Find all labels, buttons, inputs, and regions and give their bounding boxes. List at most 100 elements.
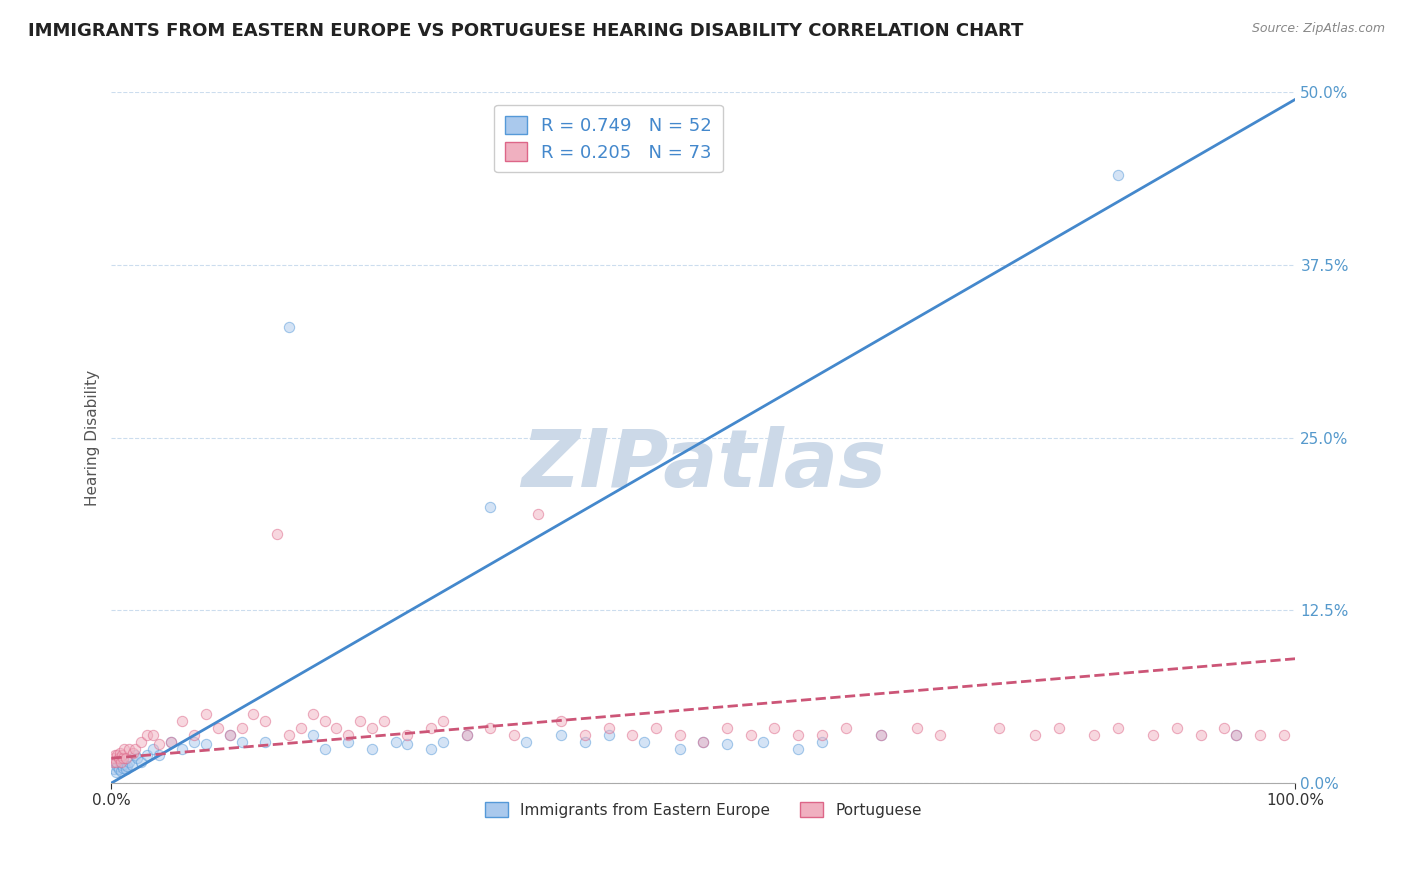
- Point: [183, 734, 205, 748]
- Point: [114, 762, 136, 776]
- Point: [101, 756, 124, 770]
- Point: [104, 756, 127, 770]
- Point: [633, 734, 655, 748]
- Point: [526, 507, 548, 521]
- Point: [118, 741, 141, 756]
- Point: [105, 748, 128, 763]
- Point: [207, 721, 229, 735]
- Text: ZIPatlas: ZIPatlas: [522, 426, 886, 504]
- Point: [988, 721, 1011, 735]
- Point: [112, 751, 135, 765]
- Point: [290, 721, 312, 735]
- Point: [929, 728, 952, 742]
- Point: [142, 741, 165, 756]
- Point: [142, 728, 165, 742]
- Point: [337, 734, 360, 748]
- Point: [349, 714, 371, 728]
- Point: [456, 728, 478, 742]
- Point: [503, 728, 526, 742]
- Point: [112, 761, 135, 775]
- Point: [107, 762, 129, 776]
- Point: [314, 741, 336, 756]
- Point: [621, 728, 644, 742]
- Point: [108, 756, 131, 770]
- Point: [301, 728, 323, 742]
- Point: [105, 756, 128, 770]
- Point: [716, 737, 738, 751]
- Point: [105, 759, 128, 773]
- Point: [574, 734, 596, 748]
- Point: [1107, 168, 1129, 182]
- Point: [479, 500, 502, 514]
- Point: [136, 728, 159, 742]
- Point: [114, 751, 136, 765]
- Point: [129, 734, 152, 748]
- Point: [136, 748, 159, 763]
- Point: [373, 714, 395, 728]
- Point: [325, 721, 347, 735]
- Point: [692, 734, 714, 748]
- Point: [118, 756, 141, 770]
- Point: [361, 741, 384, 756]
- Point: [787, 741, 810, 756]
- Point: [278, 728, 301, 742]
- Point: [1083, 728, 1105, 742]
- Point: [266, 527, 288, 541]
- Point: [550, 728, 572, 742]
- Point: [645, 721, 668, 735]
- Point: [456, 728, 478, 742]
- Point: [668, 728, 690, 742]
- Point: [1225, 728, 1247, 742]
- Point: [172, 741, 194, 756]
- Point: [172, 714, 194, 728]
- Point: [129, 756, 152, 770]
- Point: [183, 728, 205, 742]
- Point: [254, 734, 277, 748]
- Text: Source: ZipAtlas.com: Source: ZipAtlas.com: [1251, 22, 1385, 36]
- Point: [121, 746, 143, 760]
- Point: [1225, 728, 1247, 742]
- Point: [1213, 721, 1236, 735]
- Point: [121, 758, 143, 772]
- Point: [811, 728, 834, 742]
- Point: [361, 721, 384, 735]
- Point: [716, 721, 738, 735]
- Point: [278, 320, 301, 334]
- Point: [1142, 728, 1164, 742]
- Point: [396, 728, 419, 742]
- Point: [1107, 721, 1129, 735]
- Point: [231, 721, 253, 735]
- Point: [668, 741, 690, 756]
- Point: [337, 728, 360, 742]
- Point: [787, 728, 810, 742]
- Point: [127, 751, 149, 765]
- Legend: Immigrants from Eastern Europe, Portuguese: Immigrants from Eastern Europe, Portugue…: [478, 796, 928, 823]
- Point: [1047, 721, 1070, 735]
- Point: [124, 748, 146, 763]
- Point: [1024, 728, 1046, 742]
- Point: [107, 751, 129, 765]
- Point: [420, 741, 443, 756]
- Text: IMMIGRANTS FROM EASTERN EUROPE VS PORTUGUESE HEARING DISABILITY CORRELATION CHAR: IMMIGRANTS FROM EASTERN EUROPE VS PORTUG…: [28, 22, 1024, 40]
- Point: [396, 737, 419, 751]
- Point: [740, 728, 762, 742]
- Point: [384, 734, 406, 748]
- Point: [1249, 728, 1271, 742]
- Point: [104, 748, 127, 763]
- Point: [195, 706, 218, 721]
- Point: [148, 737, 170, 751]
- Point: [254, 714, 277, 728]
- Point: [870, 728, 893, 742]
- Point: [692, 734, 714, 748]
- Point: [195, 737, 218, 751]
- Point: [432, 714, 454, 728]
- Point: [218, 728, 240, 742]
- Point: [110, 756, 132, 770]
- Point: [834, 721, 856, 735]
- Point: [432, 734, 454, 748]
- Point: [148, 748, 170, 763]
- Point: [108, 746, 131, 760]
- Point: [598, 728, 620, 742]
- Point: [515, 734, 537, 748]
- Point: [114, 756, 136, 771]
